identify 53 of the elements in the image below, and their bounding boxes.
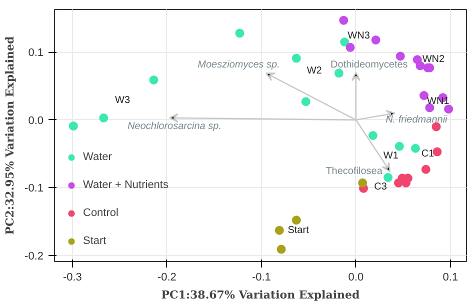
annotation: WN2 [422, 54, 445, 66]
annotation: C3 [374, 181, 388, 192]
point [149, 75, 158, 84]
annotation: Thecofilosea [326, 166, 383, 177]
point [339, 16, 348, 25]
y-tick-label: 0.1 [28, 47, 44, 60]
annotation: W1 [383, 150, 399, 162]
x-axis-title: PC1:38.67% Variation Explained [161, 288, 360, 302]
point [68, 122, 78, 131]
annotation: N. friedmannii [386, 114, 448, 126]
point [368, 131, 378, 140]
annotation: WN3 [348, 30, 370, 42]
x-tick-label: 0.1 [442, 272, 458, 284]
point [410, 144, 420, 153]
point [346, 42, 355, 52]
x-tick-label: -0.1 [252, 272, 271, 284]
legend-label: Control [83, 207, 118, 219]
y-tick-label: -0.1 [24, 182, 44, 195]
legend-label: Start [83, 235, 106, 247]
point [421, 164, 430, 174]
annotation: Dothideomycetes [330, 60, 408, 71]
annotation: Neochlorosarcina sp. [128, 121, 222, 132]
point [394, 178, 403, 188]
point [292, 54, 301, 63]
x-tick-label: -0.3 [62, 272, 82, 284]
annotation: Start [288, 224, 310, 236]
point [419, 91, 428, 100]
point [444, 104, 454, 114]
y-tick-label: 0.0 [28, 114, 44, 127]
point [416, 61, 425, 70]
annotation: W2 [306, 66, 322, 77]
x-tick-label: 0.0 [348, 272, 364, 284]
annotation: C1 [421, 148, 435, 160]
point [99, 113, 108, 122]
point [235, 28, 244, 38]
x-tick-label: -0.2 [157, 272, 176, 284]
y-axis-title: PC2:32.95% Variation Explained [4, 36, 17, 235]
point [340, 38, 350, 47]
annotation: Moesziomyces sp. [198, 60, 280, 71]
point [371, 35, 380, 44]
annotation: W3 [115, 94, 130, 106]
point [301, 97, 310, 106]
point [276, 244, 286, 254]
legend-label: Water + Nutrients [83, 179, 168, 191]
point [274, 226, 284, 235]
point [425, 103, 434, 112]
y-tick-label: -0.2 [24, 250, 44, 262]
legend-label: Water [83, 151, 112, 163]
point [384, 173, 393, 182]
point [358, 178, 368, 188]
annotation: WN1 [427, 96, 450, 108]
point [394, 142, 404, 151]
point [292, 216, 301, 225]
